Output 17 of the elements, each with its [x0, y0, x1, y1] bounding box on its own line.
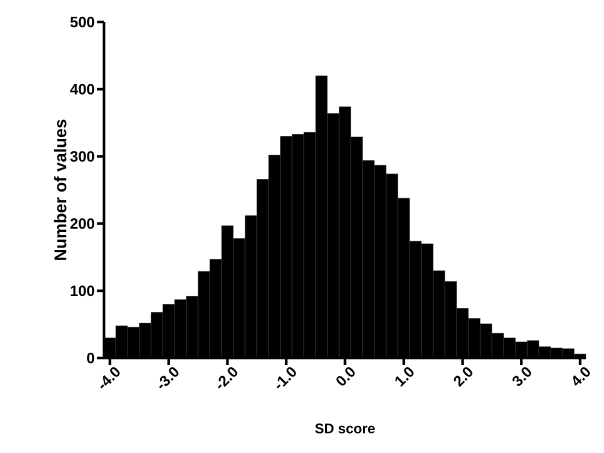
- x-tick-label: -2.0: [218, 367, 238, 388]
- y-tick-label: 100: [70, 286, 94, 296]
- x-tick-label: -1.0: [276, 367, 296, 388]
- y-tick-label: 200: [70, 218, 94, 229]
- x-tick-label: -3.0: [159, 367, 178, 388]
- y-axis-title: Number of values: [54, 120, 66, 260]
- y-tick-label: 400: [70, 84, 94, 94]
- y-tick-label: 300: [70, 151, 94, 162]
- x-tick-label: 4.0: [573, 367, 590, 386]
- y-tick-label: 0: [87, 352, 94, 364]
- x-tick-label: 0.0: [336, 367, 355, 386]
- x-tick-label: 2.0: [454, 367, 472, 387]
- x-tick-label: -4.0: [100, 367, 120, 388]
- x-tick-label: 1.0: [395, 367, 414, 387]
- x-tick-label: 3.0: [512, 367, 532, 386]
- y-tick-label: 500: [70, 16, 94, 28]
- x-axis-title: SD score: [315, 424, 375, 434]
